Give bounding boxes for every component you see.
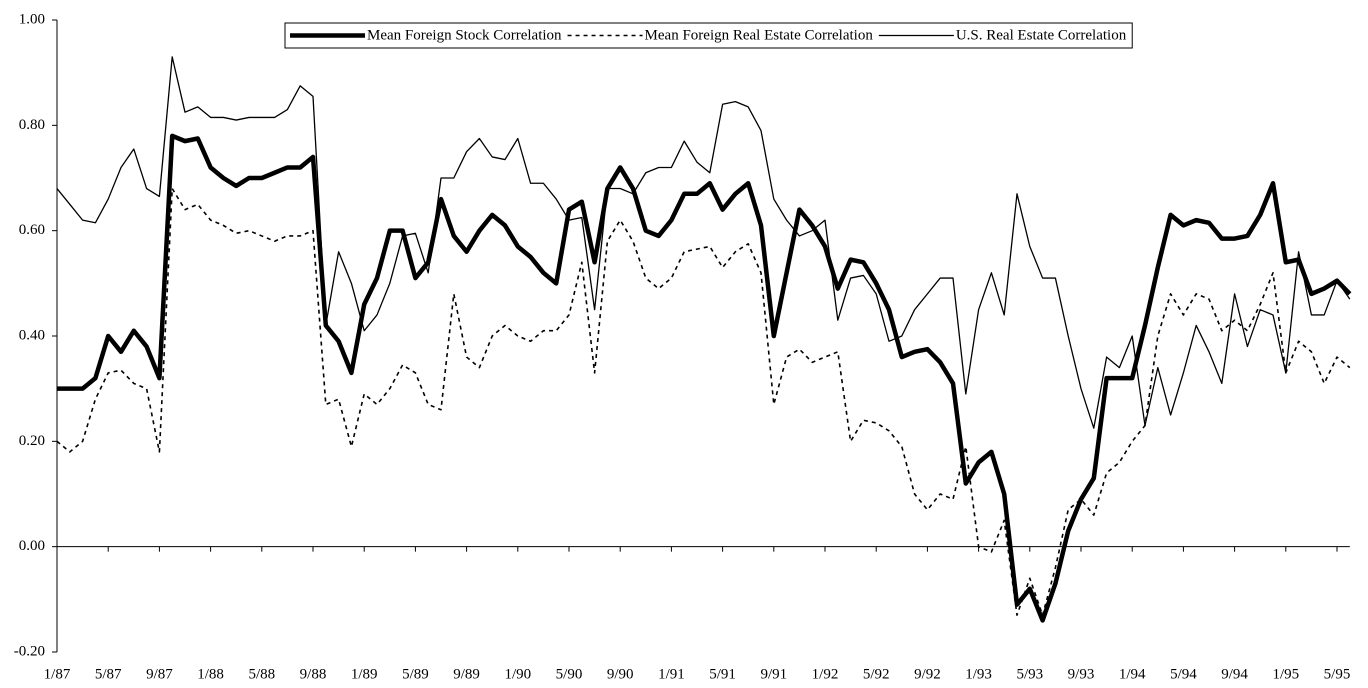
x-tick-label: 5/91 bbox=[709, 666, 736, 682]
x-tick-label: 1/89 bbox=[351, 666, 378, 682]
legend: Mean Foreign Stock Correlation Mean Forei… bbox=[284, 22, 1133, 49]
x-tick-label: 1/92 bbox=[812, 666, 839, 682]
x-tick-label: 1/95 bbox=[1272, 666, 1299, 682]
series-line bbox=[57, 133, 1352, 623]
y-tick-label: 0.20 bbox=[19, 433, 45, 449]
y-tick-label: 0.80 bbox=[19, 117, 45, 133]
x-tick-label: 5/90 bbox=[556, 666, 583, 682]
x-tick-label: 9/90 bbox=[607, 666, 634, 682]
x-tick-label: 9/94 bbox=[1221, 666, 1248, 682]
y-tick-label: -0.20 bbox=[14, 643, 45, 659]
legend-box bbox=[284, 22, 1133, 49]
y-tick-label: 0.00 bbox=[19, 538, 45, 554]
legend-label: Mean Foreign Real Estate Correlation bbox=[645, 27, 874, 43]
x-tick-label: 9/93 bbox=[1068, 666, 1095, 682]
x-tick-label: 1/93 bbox=[965, 666, 992, 682]
x-tick-label: 5/87 bbox=[95, 666, 122, 682]
x-tick-label: 5/93 bbox=[1016, 666, 1043, 682]
x-tick-label: 5/89 bbox=[402, 666, 429, 682]
x-tick-label: 5/88 bbox=[248, 666, 275, 682]
series-line bbox=[56, 56, 1351, 429]
legend-label: U.S. Real Estate Correlation bbox=[956, 27, 1127, 43]
x-tick-label: 9/92 bbox=[914, 666, 941, 682]
x-tick-label: 1/91 bbox=[658, 666, 685, 682]
x-tick-label: 1/90 bbox=[504, 666, 531, 682]
x-tick-label: 9/88 bbox=[300, 666, 327, 682]
y-tick-label: 0.40 bbox=[19, 327, 45, 343]
x-tick-label: 1/88 bbox=[197, 666, 224, 682]
y-tick-label: 0.60 bbox=[19, 222, 45, 238]
y-tick-label: 1.00 bbox=[19, 11, 45, 27]
x-tick-label: 5/95 bbox=[1324, 666, 1351, 682]
x-tick-label: 9/91 bbox=[760, 666, 787, 682]
x-tick-label: 5/94 bbox=[1170, 666, 1197, 682]
x-tick-label: 1/87 bbox=[44, 666, 71, 682]
x-tick-label: 9/89 bbox=[453, 666, 480, 682]
x-tick-label: 1/94 bbox=[1119, 666, 1146, 682]
series-line bbox=[56, 187, 1351, 616]
x-tick-label: 5/92 bbox=[863, 666, 890, 682]
legend-label: Mean Foreign Stock Correlation bbox=[367, 27, 562, 43]
x-tick-label: 9/87 bbox=[146, 666, 173, 682]
